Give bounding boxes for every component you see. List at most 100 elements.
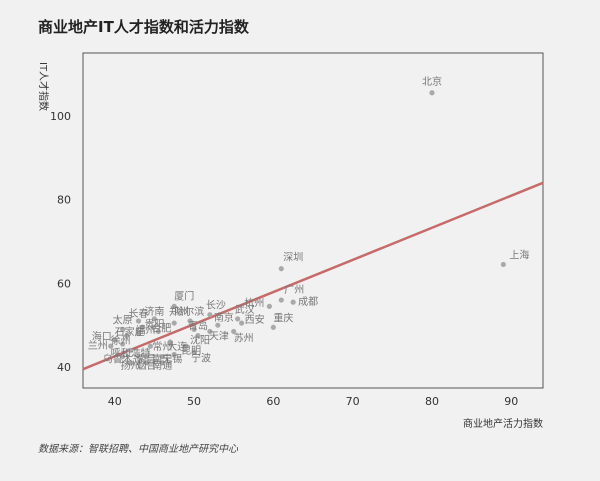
point-label: 石家庄	[115, 326, 145, 339]
point-label: 上海	[509, 248, 529, 261]
data-point	[139, 324, 146, 330]
data-point	[207, 312, 213, 318]
point-label: 常州	[152, 340, 172, 353]
point-label: 北京	[422, 75, 442, 88]
data-point	[429, 90, 435, 96]
point-label: 扬州	[121, 359, 141, 372]
point-label: 深圳	[283, 252, 303, 264]
point-label: 哈尔滨	[174, 305, 204, 318]
data-point	[155, 328, 161, 335]
data-point	[171, 320, 177, 326]
data-point	[112, 337, 118, 343]
data-point	[500, 261, 506, 268]
point-label: 西安	[245, 313, 265, 326]
point-label: 合肥	[151, 321, 171, 334]
point-label: 南昌	[136, 353, 156, 366]
point-label: 南通	[152, 359, 172, 372]
data-point	[191, 326, 197, 332]
data-point	[171, 351, 177, 358]
x-tick-label: 70	[346, 395, 360, 408]
x-axis-title: 商业地产活力指数	[463, 417, 543, 430]
x-tick-label: 60	[266, 395, 280, 408]
y-axis-ticks: 40 60 80 100	[50, 110, 71, 374]
data-point	[127, 347, 134, 353]
point-label: 郑州	[169, 305, 189, 318]
point-label: 呼和浩特	[111, 347, 151, 359]
point-label: 武汉	[235, 303, 255, 316]
data-point	[171, 303, 177, 309]
point-label: 福州	[136, 324, 156, 337]
point-label: 烟台	[136, 359, 156, 372]
source-note: 数据来源：智联招聘、中国商业地产研究中心	[38, 444, 238, 455]
data-point	[135, 318, 142, 324]
data-point	[120, 341, 126, 347]
point-label: 海口	[92, 330, 112, 343]
point-label: 成都	[298, 296, 318, 308]
point-label: 济南	[144, 305, 164, 318]
point-label: 乌鲁木齐	[103, 353, 143, 366]
y-axis-title: IT人才指数	[37, 62, 50, 111]
data-point	[235, 316, 241, 322]
data-point	[159, 360, 165, 366]
point-label: 兰州	[88, 339, 108, 352]
point-label: 广州	[284, 284, 304, 296]
data-point	[290, 299, 296, 305]
x-tick-label: 90	[504, 395, 518, 408]
data-point	[143, 360, 150, 366]
y-tick-label: 40	[57, 361, 71, 374]
point-label: 徐州	[111, 334, 131, 347]
x-tick-label: 50	[187, 395, 201, 408]
point-label: 天津	[209, 330, 229, 342]
data-point	[147, 343, 154, 349]
data-point	[266, 303, 272, 309]
data-point	[120, 353, 126, 360]
data-point	[135, 330, 142, 337]
point-label: 南宁	[152, 353, 172, 366]
data-points	[108, 90, 506, 366]
point-label: 沈阳	[190, 334, 210, 347]
data-point	[124, 333, 130, 339]
point-label: 昆明	[181, 345, 201, 357]
data-point	[183, 343, 189, 349]
x-tick-label: 80	[425, 395, 439, 408]
data-point	[143, 353, 150, 360]
data-point	[151, 316, 157, 322]
data-point	[278, 266, 284, 272]
data-point	[108, 343, 114, 349]
data-point	[215, 322, 221, 328]
point-label: 杭州	[244, 296, 264, 309]
data-point	[207, 328, 213, 335]
y-tick-label: 100	[50, 110, 71, 123]
y-tick-label: 80	[57, 194, 71, 207]
point-label: 长沙	[206, 300, 226, 312]
chart-title: 商业地产IT人才指数和活力指数	[38, 18, 249, 36]
trend-line	[82, 181, 544, 371]
point-label: 青岛	[188, 319, 208, 332]
data-point	[278, 297, 284, 303]
point-label: 南京	[214, 311, 234, 324]
data-point	[187, 318, 193, 324]
x-axis-ticks: 40 50 60 70 80 90	[108, 395, 519, 408]
data-point	[167, 339, 173, 345]
data-point	[270, 324, 276, 330]
point-label: 无锡	[162, 353, 182, 366]
data-point	[120, 326, 126, 332]
plot-frame	[82, 52, 544, 389]
data-point	[231, 328, 237, 335]
y-tick-label: 60	[57, 277, 71, 290]
point-label: 苏州	[234, 331, 254, 344]
point-label: 厦门	[174, 289, 194, 302]
data-point	[191, 349, 197, 356]
point-label: 长春	[129, 308, 149, 320]
point-label: 太原	[113, 313, 133, 326]
point-label: 大连	[167, 340, 187, 353]
data-point	[239, 320, 245, 326]
data-point	[195, 333, 201, 339]
point-label: 重庆	[273, 311, 293, 324]
x-tick-label: 40	[108, 395, 122, 408]
data-point	[159, 353, 165, 360]
point-label: 宁波	[191, 351, 211, 364]
point-label: 贵阳	[144, 317, 164, 330]
